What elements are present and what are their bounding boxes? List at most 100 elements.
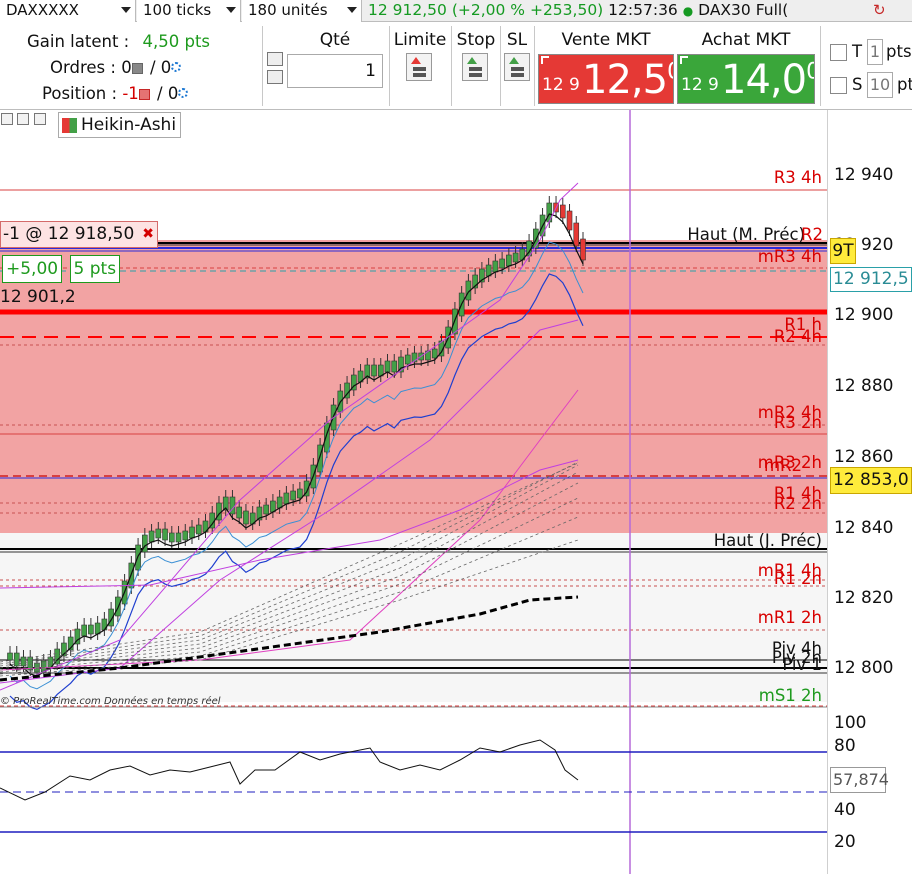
candle-body bbox=[168, 532, 175, 543]
stop-input[interactable]: 10 bbox=[867, 72, 893, 98]
candle-body bbox=[148, 530, 155, 543]
candle-body bbox=[566, 210, 573, 231]
candle-body bbox=[142, 534, 148, 553]
level-mr3-2h: mR3 2h bbox=[757, 453, 822, 472]
candle-body bbox=[364, 364, 371, 379]
price-chart[interactable] bbox=[0, 110, 827, 874]
level-r1-2h: R1 2h bbox=[773, 569, 822, 588]
move-up-icon[interactable] bbox=[34, 113, 46, 125]
candle-body bbox=[499, 258, 505, 269]
corner-arrow-icon bbox=[541, 56, 549, 64]
instrument-selector[interactable]: DAXXXXX bbox=[0, 0, 136, 22]
candle-body bbox=[384, 360, 391, 373]
level-mr3-4h: mR3 4h bbox=[757, 247, 822, 266]
copyright-note: © ProRealTime.com Données en temps réel bbox=[0, 696, 221, 707]
lower-zone bbox=[0, 533, 827, 702]
divider bbox=[262, 26, 263, 106]
candle-body bbox=[533, 228, 539, 249]
candle-body bbox=[74, 628, 81, 645]
stop-loss-order-button[interactable] bbox=[504, 53, 530, 81]
candle-body bbox=[81, 624, 87, 637]
sell-price-digits: 12,5 bbox=[582, 57, 668, 103]
candle-body bbox=[283, 492, 290, 505]
quantity-input[interactable]: 1 bbox=[287, 54, 383, 88]
candle-body bbox=[236, 506, 242, 519]
divider bbox=[500, 26, 501, 106]
chevron-down-icon bbox=[226, 7, 236, 13]
move-down-icon[interactable] bbox=[17, 113, 29, 125]
envelope-line bbox=[0, 459, 579, 589]
candle-body bbox=[404, 354, 411, 365]
candle-body bbox=[61, 642, 67, 657]
target-input[interactable]: 1 bbox=[867, 39, 883, 65]
close-icon[interactable]: ✖ bbox=[142, 226, 154, 242]
candle-body bbox=[506, 254, 512, 267]
settings-icon[interactable] bbox=[178, 88, 189, 98]
level-piv-4h: Piv 4h bbox=[771, 639, 822, 658]
trend-dotted-line bbox=[0, 464, 579, 667]
level-r2-2h: R2 2h bbox=[773, 494, 822, 513]
level-piv-1: Piv 1 bbox=[782, 655, 822, 674]
candle-body bbox=[492, 260, 499, 273]
mark-price-tag: 12 853,0 bbox=[830, 467, 912, 494]
candle-body bbox=[290, 490, 296, 501]
cancel-orders-icon[interactable] bbox=[131, 63, 143, 74]
tick-mode-selector[interactable]: 100 ticks bbox=[137, 0, 241, 22]
stop-level-tag[interactable]: 12 901,2 bbox=[0, 287, 76, 307]
sell-price-sup: 0 bbox=[667, 60, 673, 85]
quote-change: (+2,00 % +253,50) bbox=[451, 1, 604, 19]
sell-price-prefix: 12 9 bbox=[542, 75, 580, 95]
candle-body bbox=[256, 506, 263, 521]
refresh-icon[interactable]: ↻ bbox=[873, 1, 886, 19]
settings-icon[interactable] bbox=[171, 62, 182, 72]
last-price-tag: 12 912,5 bbox=[830, 267, 912, 292]
candle-body bbox=[438, 340, 445, 357]
level-piv-2h: Piv 2h bbox=[771, 648, 822, 667]
orders-label: Ordres : bbox=[50, 58, 116, 77]
moving-average-line bbox=[9, 273, 584, 711]
buy-market-button[interactable]: 12 9 14,00 bbox=[677, 54, 815, 104]
candle-body bbox=[88, 624, 94, 635]
close-position-icon[interactable] bbox=[138, 89, 150, 100]
units-selector[interactable]: 180 unités bbox=[242, 0, 362, 22]
keyboard-icon[interactable] bbox=[267, 70, 283, 84]
qty-header: Qté bbox=[319, 30, 351, 50]
candle-color-icon bbox=[62, 118, 77, 133]
stop-order-button[interactable] bbox=[462, 53, 488, 81]
rsi-tick-label: 40 bbox=[834, 800, 856, 820]
candle-body bbox=[317, 444, 323, 473]
orders-count-b: 0 bbox=[160, 58, 172, 77]
sell-market-button[interactable]: 12 9 12,50 bbox=[538, 54, 674, 104]
divider bbox=[451, 26, 452, 106]
orders-separator: / bbox=[149, 58, 156, 77]
target-checkbox[interactable] bbox=[830, 44, 847, 61]
feed-name: DAX30 Full( bbox=[698, 1, 789, 19]
candle-body bbox=[155, 528, 162, 539]
rsi-line bbox=[0, 739, 579, 801]
buy-price-main: 14,00 bbox=[721, 57, 814, 103]
candle-body bbox=[195, 524, 202, 535]
sl-header: SL bbox=[506, 30, 528, 50]
chart-toolbar bbox=[0, 110, 200, 138]
quote-price: 12 912,50 bbox=[368, 1, 447, 19]
level-r2-4h: R2 4h bbox=[773, 327, 822, 346]
indicator-label[interactable]: Heikin-Ashi bbox=[58, 112, 182, 138]
rsi-tick-label: 100 bbox=[834, 713, 867, 733]
buy-price-digits: 14,0 bbox=[721, 57, 807, 103]
level-r3-2h: R3 2h bbox=[773, 413, 822, 432]
stop-checkbox[interactable] bbox=[830, 77, 847, 94]
limit-order-button[interactable] bbox=[406, 53, 432, 81]
stop-label: S bbox=[852, 75, 863, 94]
trend-dotted-line bbox=[0, 461, 579, 665]
orders-row: Ordres : 0 / 0 bbox=[50, 58, 182, 77]
level-r1-h: R1 h bbox=[784, 315, 822, 334]
divider bbox=[534, 26, 535, 106]
position-count-b: 0 bbox=[167, 84, 179, 103]
bell-icon[interactable] bbox=[1, 113, 13, 125]
candle-body bbox=[189, 526, 195, 539]
level-mr2: mR2 bbox=[763, 456, 802, 475]
position-tag[interactable]: -1 @ 12 918,50 ✖ bbox=[0, 221, 158, 248]
envelope-upper bbox=[0, 182, 579, 691]
candle-body bbox=[546, 202, 553, 223]
wrench-icon[interactable] bbox=[267, 52, 283, 66]
